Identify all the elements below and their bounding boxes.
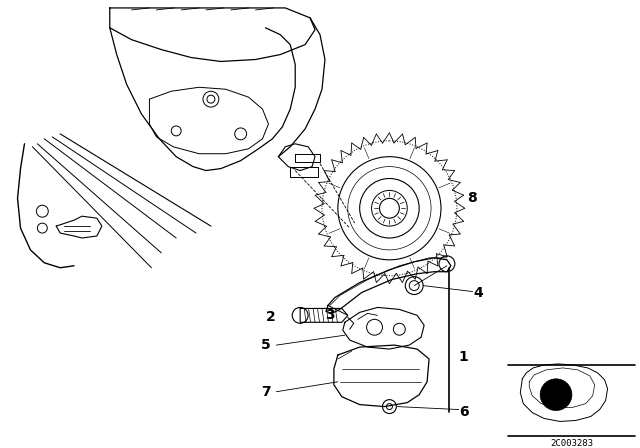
Text: 5: 5 — [260, 338, 271, 352]
Text: 8: 8 — [467, 191, 477, 205]
Circle shape — [540, 379, 572, 410]
Text: 1: 1 — [459, 350, 468, 364]
Text: 4: 4 — [474, 285, 483, 300]
Text: 3: 3 — [325, 308, 335, 323]
Text: 6: 6 — [459, 405, 468, 418]
Text: 7: 7 — [260, 385, 271, 399]
Circle shape — [380, 198, 399, 218]
Text: 2: 2 — [266, 310, 275, 324]
Text: 2C003283: 2C003283 — [550, 439, 593, 448]
